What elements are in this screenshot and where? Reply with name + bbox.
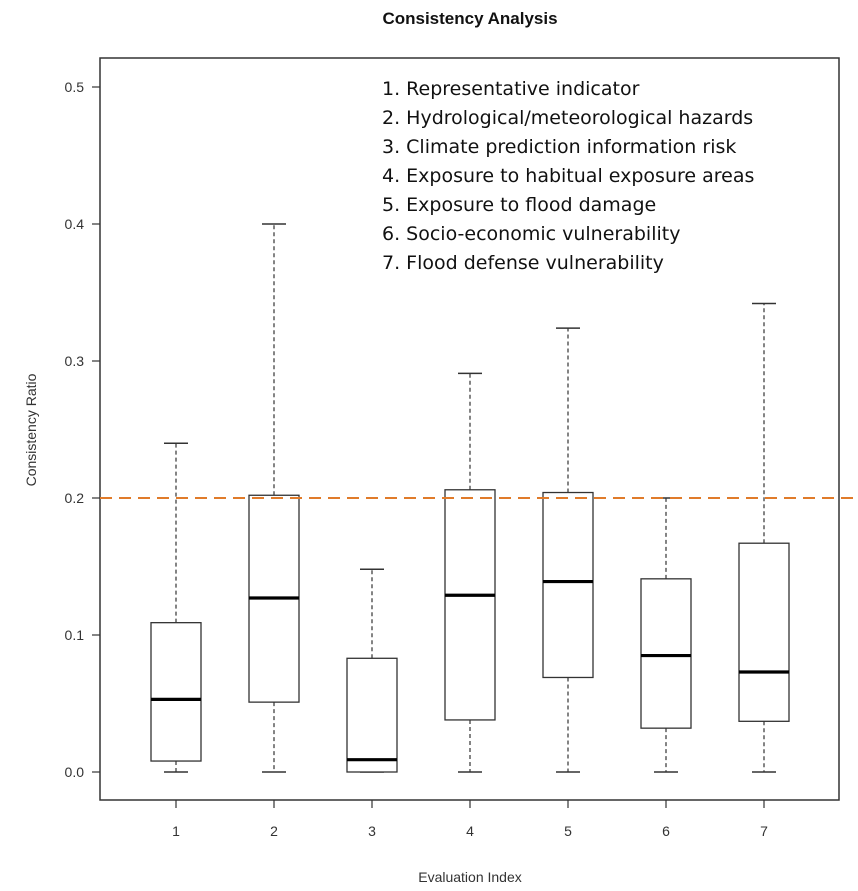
legend-entry: 7. Flood defense vulnerability [382,252,664,274]
x-axis: 1 2 3 4 5 6 7 [172,800,768,839]
box-iqr [640,578,692,729]
legend-entry: 1. Representative indicator [382,78,640,100]
x-tick-label: 1 [172,823,180,839]
legend-entry: 5. Exposure to flood damage [382,194,656,216]
box-iqr [738,542,790,722]
legend-entry: 6. Socio-economic vulnerability [382,223,680,245]
x-tick-label: 2 [270,823,278,839]
boxplot-3 [346,568,398,773]
boxplots [150,223,790,773]
boxplot-2 [248,223,300,773]
x-tick-label: 5 [564,823,572,839]
boxplot-6 [640,497,692,773]
box-iqr [542,491,594,679]
boxplot-1 [150,442,202,773]
legend-entry: 4. Exposure to habitual exposure areas [382,165,754,187]
legend: 1. Representative indicator 2. Hydrologic… [382,78,754,274]
y-axis-label: Consistency Ratio [23,373,39,486]
x-tick-label: 6 [662,823,670,839]
y-tick-label: 0.3 [65,353,85,369]
y-tick-label: 0.1 [65,627,85,643]
y-tick-label: 0.2 [65,490,85,506]
x-tick-label: 7 [760,823,768,839]
x-tick-label: 3 [368,823,376,839]
boxplot-5 [542,327,594,773]
boxplot-7 [738,302,790,773]
box-iqr [444,489,496,721]
y-tick-label: 0.5 [65,79,85,95]
legend-entry: 2. Hydrological/meteorological hazards [382,107,753,129]
chart-title: Consistency Analysis [382,9,557,28]
box-iqr [150,622,202,762]
y-tick-label: 0.0 [65,764,85,780]
x-tick-label: 4 [466,823,474,839]
x-axis-label: Evaluation Index [418,869,522,885]
legend-entry: 3. Climate prediction information risk [382,136,736,158]
box-iqr [346,657,398,773]
boxplot-4 [444,372,496,773]
y-tick-label: 0.4 [65,216,85,232]
y-axis: 0.0 0.1 0.2 0.3 0.4 0.5 [65,79,100,780]
